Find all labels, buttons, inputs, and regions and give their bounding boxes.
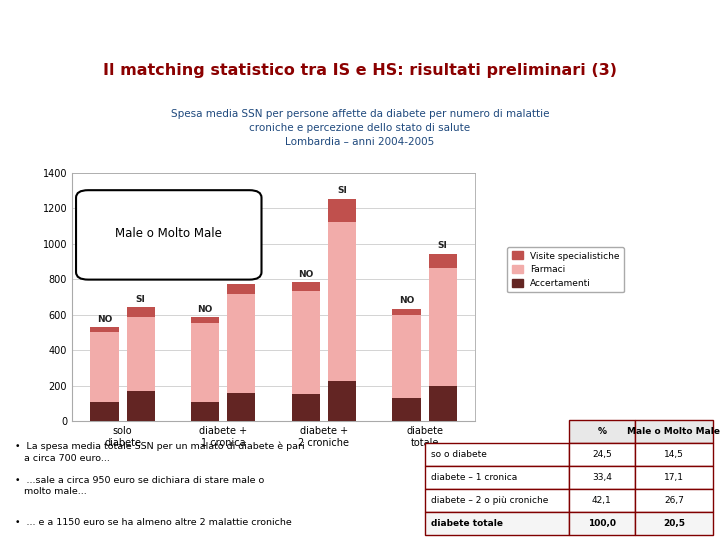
Text: 17,1: 17,1 bbox=[664, 473, 684, 482]
Text: diabete – 1 cronica: diabete – 1 cronica bbox=[431, 473, 517, 482]
Bar bbox=[635, 512, 713, 536]
Text: %: % bbox=[598, 427, 606, 436]
Bar bbox=[328, 199, 356, 221]
Text: Male o Molto Male: Male o Molto Male bbox=[627, 427, 720, 436]
Bar bbox=[292, 291, 320, 394]
Bar bbox=[428, 268, 457, 386]
Bar bbox=[90, 333, 119, 402]
Bar bbox=[127, 391, 155, 421]
Legend: Visite specialistiche, Farmaci, Accertamenti: Visite specialistiche, Farmaci, Accertam… bbox=[508, 247, 624, 292]
Bar bbox=[392, 308, 420, 315]
Text: 26,7: 26,7 bbox=[664, 496, 684, 505]
Bar bbox=[392, 398, 420, 421]
Bar bbox=[635, 420, 713, 443]
Bar bbox=[228, 284, 256, 294]
Bar bbox=[90, 327, 119, 333]
Bar bbox=[392, 315, 420, 398]
Text: Spesa media SSN per persone affette da diabete per numero di malattie
croniche e: Spesa media SSN per persone affette da d… bbox=[171, 109, 549, 147]
Bar bbox=[292, 282, 320, 291]
Bar bbox=[569, 466, 635, 489]
Text: 20,5: 20,5 bbox=[663, 519, 685, 529]
Bar bbox=[191, 318, 219, 323]
Text: 24,5: 24,5 bbox=[592, 450, 612, 459]
Bar bbox=[635, 466, 713, 489]
Bar bbox=[635, 489, 713, 512]
Bar bbox=[635, 443, 713, 466]
Bar bbox=[425, 443, 569, 466]
FancyBboxPatch shape bbox=[76, 190, 261, 280]
Bar bbox=[425, 466, 569, 489]
Text: NO: NO bbox=[399, 296, 414, 305]
Text: 33,4: 33,4 bbox=[592, 473, 612, 482]
Bar bbox=[569, 420, 635, 443]
Bar bbox=[328, 221, 356, 381]
Text: NO: NO bbox=[197, 305, 213, 314]
Text: NO: NO bbox=[96, 315, 112, 324]
Bar bbox=[569, 512, 635, 536]
Text: SI: SI bbox=[236, 272, 246, 280]
Text: SI: SI bbox=[438, 241, 448, 251]
Text: •  La spesa media totale SSN per un malato di diabete è pari
   a circa 700 euro: • La spesa media totale SSN per un malat… bbox=[15, 442, 305, 463]
Bar bbox=[90, 402, 119, 421]
Bar bbox=[292, 394, 320, 421]
Text: diabete totale: diabete totale bbox=[431, 519, 503, 529]
Bar bbox=[428, 386, 457, 421]
Text: 100,0: 100,0 bbox=[588, 519, 616, 529]
Text: •  ... e a 1150 euro se ha almeno altre 2 malattie croniche: • ... e a 1150 euro se ha almeno altre 2… bbox=[15, 517, 292, 526]
Text: Il matching statistico tra IS e HS: risultati preliminari (3): Il matching statistico tra IS e HS: risu… bbox=[103, 63, 617, 78]
Text: •  ...sale a circa 950 euro se dichiara di stare male o
   molto male...: • ...sale a circa 950 euro se dichiara d… bbox=[15, 476, 264, 496]
Text: SI: SI bbox=[136, 294, 145, 303]
Text: diabete – 2 o più croniche: diabete – 2 o più croniche bbox=[431, 496, 548, 505]
Bar bbox=[425, 489, 569, 512]
Bar bbox=[428, 253, 457, 268]
Text: Male o Molto Male: Male o Molto Male bbox=[115, 227, 222, 240]
Text: SI: SI bbox=[337, 186, 347, 195]
Bar bbox=[328, 381, 356, 421]
Bar bbox=[569, 489, 635, 512]
Bar bbox=[127, 316, 155, 391]
Bar bbox=[191, 323, 219, 402]
Bar bbox=[228, 294, 256, 393]
Text: NO: NO bbox=[298, 269, 313, 279]
Text: 14,5: 14,5 bbox=[664, 450, 684, 459]
Text: so o diabete: so o diabete bbox=[431, 450, 487, 459]
Text: 42,1: 42,1 bbox=[592, 496, 612, 505]
Bar bbox=[127, 307, 155, 316]
Bar bbox=[569, 443, 635, 466]
Bar bbox=[191, 402, 219, 421]
Bar bbox=[228, 393, 256, 421]
Bar bbox=[425, 512, 569, 536]
